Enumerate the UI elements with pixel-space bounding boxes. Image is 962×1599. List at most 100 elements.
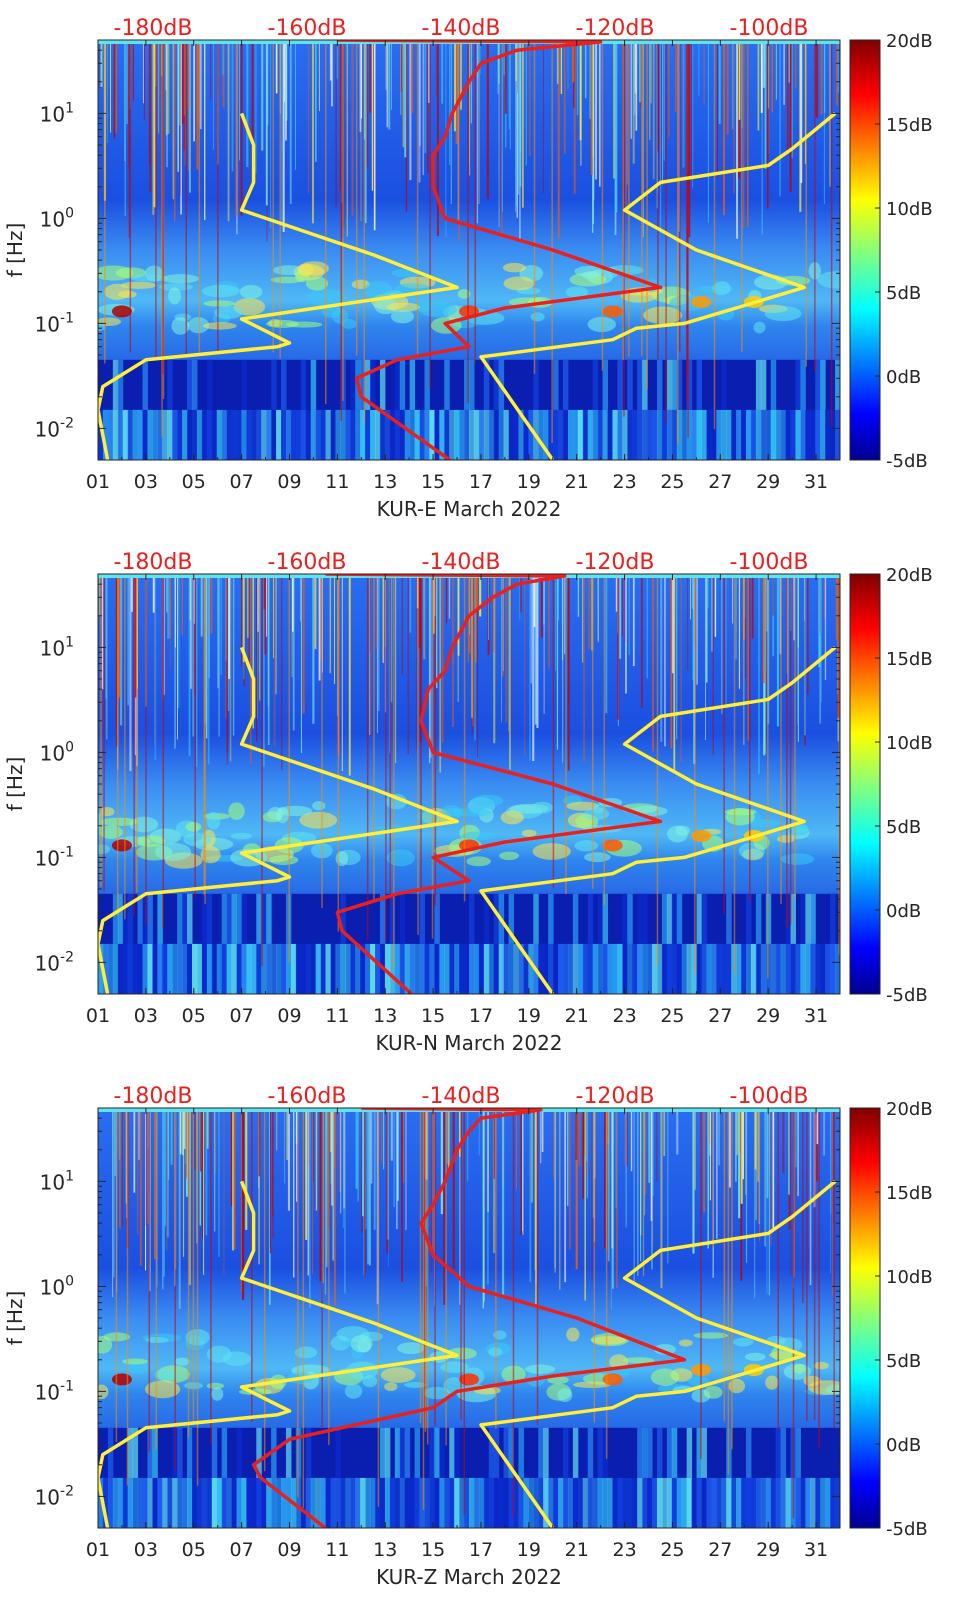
spectro-streak xyxy=(528,40,531,157)
spectrogram-area xyxy=(98,574,840,994)
spectro-streak xyxy=(675,574,678,740)
spectro-streak xyxy=(428,574,431,764)
spectro-streak xyxy=(739,1108,742,1153)
spectro-column xyxy=(830,1477,836,1528)
top-db-label: -100dB xyxy=(730,550,809,575)
spectro-column xyxy=(825,409,831,460)
spectro-streak xyxy=(382,574,384,663)
spectro-streak xyxy=(625,40,628,205)
spectro-streak xyxy=(302,574,305,714)
spectro-column xyxy=(681,1477,688,1528)
spectro-column xyxy=(800,1477,806,1528)
spectro-streak xyxy=(482,1108,485,1309)
spectro-streak xyxy=(721,574,723,714)
spectro-column xyxy=(741,1477,747,1528)
spectro-streak xyxy=(793,1108,795,1278)
microseism-blob xyxy=(693,1332,729,1339)
spectro-streak xyxy=(204,40,206,220)
spectro-column xyxy=(167,409,173,460)
spectro-streak xyxy=(478,40,480,204)
spectro-column xyxy=(805,409,811,460)
spectro-column xyxy=(335,1477,341,1528)
spectro-column xyxy=(810,943,816,994)
spectro-streak xyxy=(200,574,203,637)
spectro-streak xyxy=(560,40,563,94)
spectro-column xyxy=(127,1477,134,1528)
spectro-streak xyxy=(225,574,227,661)
spectro-streak xyxy=(339,40,341,190)
spectro-streak xyxy=(299,574,301,622)
spectro-column xyxy=(681,943,688,994)
event-streak xyxy=(136,574,138,893)
spectro-streak xyxy=(106,40,109,143)
spectro-streak xyxy=(187,40,190,109)
spectro-streak xyxy=(795,1108,797,1168)
spectro-streak xyxy=(626,40,628,185)
microseism-blob xyxy=(269,855,299,865)
spectro-column xyxy=(191,1477,198,1528)
spectro-streak xyxy=(340,1108,342,1214)
spectro-streak xyxy=(218,1108,220,1258)
spectro-column xyxy=(800,409,806,460)
x-tick-label: 27 xyxy=(708,1005,732,1027)
spectro-column-upper xyxy=(647,1427,653,1478)
spectro-column xyxy=(162,943,168,994)
spectro-column xyxy=(770,409,777,460)
x-tick-label: 03 xyxy=(134,471,158,493)
spectro-column xyxy=(365,943,371,994)
spectro-streak xyxy=(469,40,471,176)
spectro-streak xyxy=(400,40,402,115)
spectro-column-upper xyxy=(256,1427,262,1478)
event-streak xyxy=(272,40,275,353)
event-streak xyxy=(321,574,323,909)
spectro-streak xyxy=(286,1108,288,1161)
spectro-column xyxy=(389,409,396,460)
spectro-streak xyxy=(488,574,489,640)
spectro-streak xyxy=(582,574,584,663)
spectro-streak xyxy=(449,40,451,166)
microseism-blob xyxy=(457,288,471,299)
spectro-streak xyxy=(567,574,570,771)
spectro-streak xyxy=(668,40,670,138)
spectro-column xyxy=(404,409,411,460)
spectro-streak xyxy=(395,574,397,764)
microseism-blob xyxy=(145,1337,169,1344)
spectro-column xyxy=(459,943,465,994)
spectro-streak xyxy=(615,1108,618,1288)
panel-1: 01 03 05 07 09 11 13 15 17 19 21 23 25 27 29 3110-210-1… xyxy=(3,550,933,1055)
x-tick-label: 23 xyxy=(612,471,636,493)
spectro-streak xyxy=(181,574,183,636)
spectro-column xyxy=(399,943,406,994)
spectro-column xyxy=(577,1477,584,1528)
spectro-streak xyxy=(670,574,673,749)
spectro-column-upper xyxy=(696,1427,702,1478)
spectro-streak xyxy=(761,40,763,235)
x-tick-label: 09 xyxy=(277,1539,301,1561)
spectro-column-upper xyxy=(147,1427,153,1478)
spectro-streak xyxy=(418,574,421,649)
spectro-column xyxy=(196,409,203,460)
hot-spot xyxy=(691,295,712,308)
colorbar-label: 20dB xyxy=(886,31,933,52)
spectro-column-upper xyxy=(147,893,153,944)
spectro-column xyxy=(182,409,188,460)
spectro-column xyxy=(681,409,688,460)
spectro-column xyxy=(370,409,376,460)
spectro-streak xyxy=(831,1108,834,1297)
spectro-column xyxy=(706,943,712,994)
spectro-streak xyxy=(307,40,310,194)
spectro-column xyxy=(187,943,193,994)
spectro-streak xyxy=(557,40,560,239)
spectro-column xyxy=(177,1477,183,1528)
microseism-blob xyxy=(787,825,810,836)
spectro-column xyxy=(562,1477,569,1528)
spectro-streak xyxy=(341,574,343,772)
spectro-column xyxy=(478,1477,485,1528)
spectro-streak xyxy=(782,1108,785,1174)
spectro-column-upper xyxy=(236,1427,242,1478)
x-tick-label: 17 xyxy=(469,471,493,493)
spectro-streak xyxy=(738,40,741,120)
microseism-blob xyxy=(678,1339,693,1347)
spectro-column xyxy=(785,409,792,460)
spectro-column xyxy=(384,1477,391,1528)
